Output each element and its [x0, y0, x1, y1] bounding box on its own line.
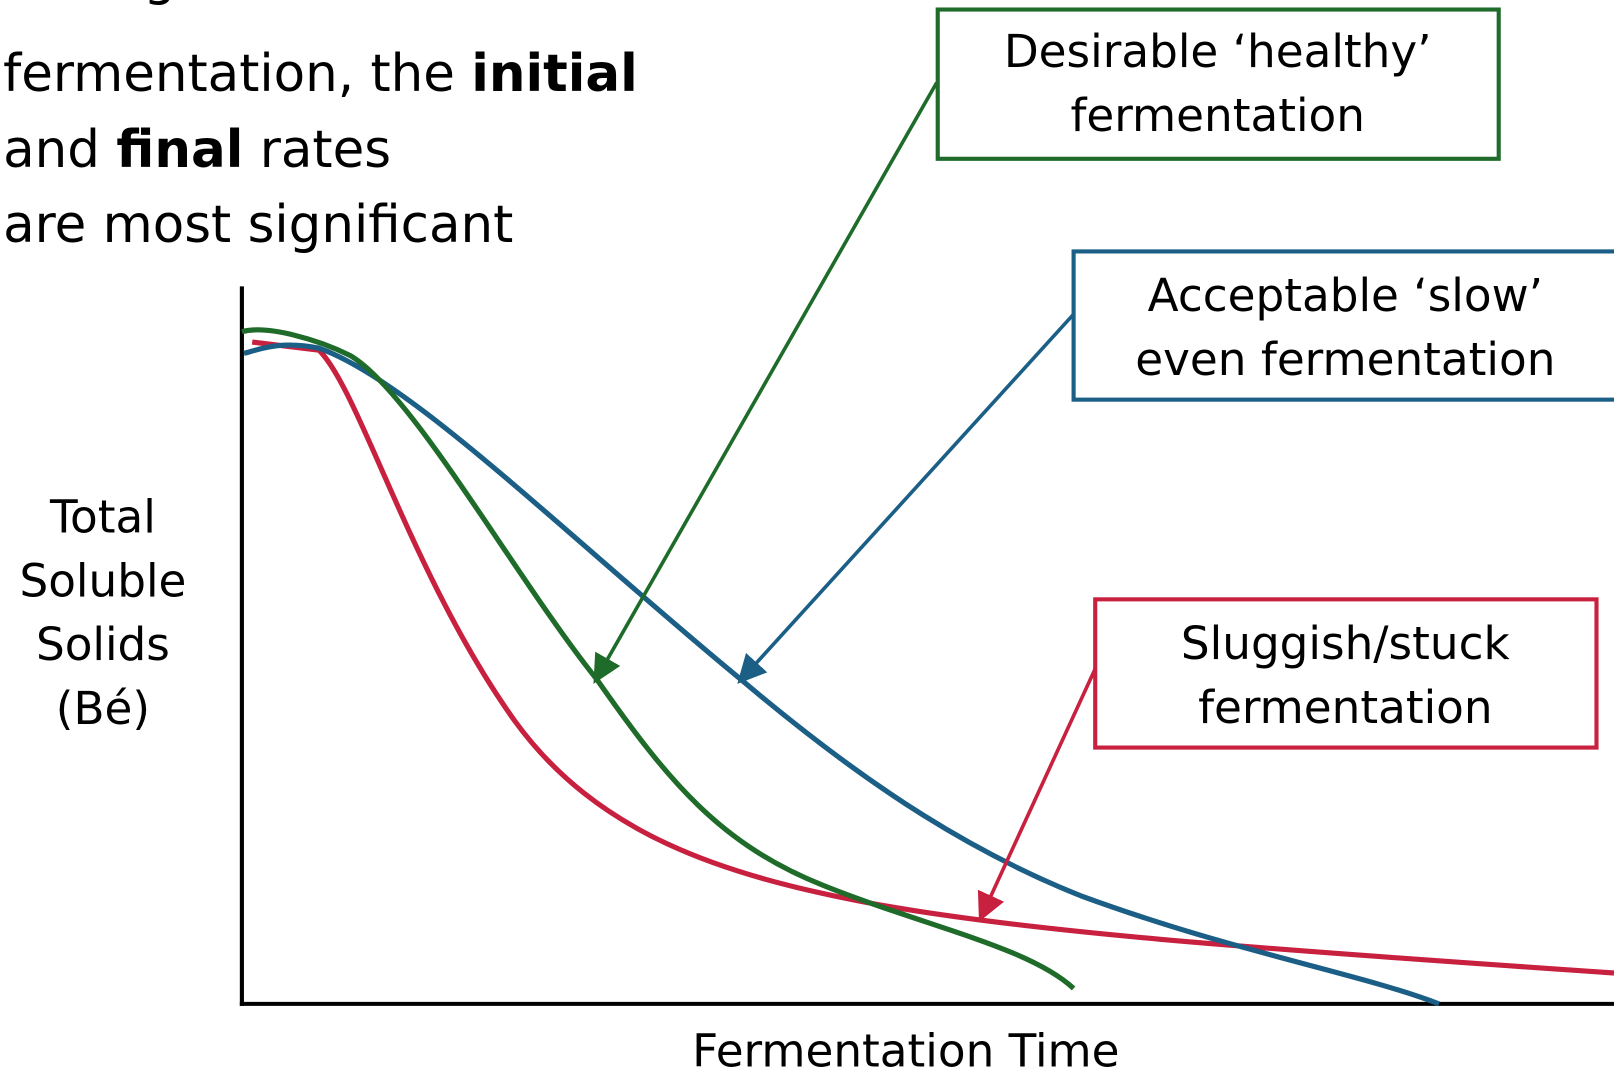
callout-box	[1071, 249, 1614, 402]
heading-line: fermentation, the initial	[3, 44, 638, 104]
y-axis-label: Solids	[36, 618, 170, 671]
arrow	[977, 663, 1099, 922]
y-axis-label: Soluble	[19, 554, 186, 607]
arrow	[737, 313, 1075, 684]
callout-text: Desirable ‘healthy’	[1004, 25, 1432, 78]
heading-line: are most significant	[3, 195, 513, 255]
y-axis-label: Total	[49, 490, 156, 543]
callout-text: even fermentation	[1135, 333, 1555, 386]
heading-run: and	[3, 120, 116, 180]
curve-slow	[243, 342, 1440, 1007]
heading-run: final	[116, 120, 243, 180]
heading-line: During active	[3, 0, 349, 7]
callout-text: Acceptable ‘slow’	[1148, 269, 1543, 322]
heading-line: and final rates	[3, 120, 391, 180]
curve-healthy	[241, 327, 1076, 991]
heading-run: During active	[3, 0, 349, 7]
y-axis-label: (Bé)	[56, 682, 150, 735]
callout-text: fermentation	[1070, 89, 1365, 142]
callout-box	[1093, 597, 1599, 750]
callout-text: fermentation	[1198, 681, 1493, 734]
heading-run: initial	[471, 44, 638, 104]
heading-run: rates	[243, 120, 391, 180]
x-axis-label: Fermentation Time	[692, 1025, 1119, 1069]
callout-text: Sluggish/stuck	[1181, 617, 1511, 670]
heading-run: fermentation, the	[3, 44, 471, 104]
arrow	[593, 81, 939, 684]
callout-box	[935, 7, 1501, 161]
labels: Total Soluble Solids (Bé) Desirable ‘healthy…	[19, 25, 1555, 735]
heading-run: are most significant	[3, 195, 513, 255]
heading: During active fermentation, the initial an…	[3, 0, 638, 255]
curve-sluggish	[251, 339, 1614, 976]
